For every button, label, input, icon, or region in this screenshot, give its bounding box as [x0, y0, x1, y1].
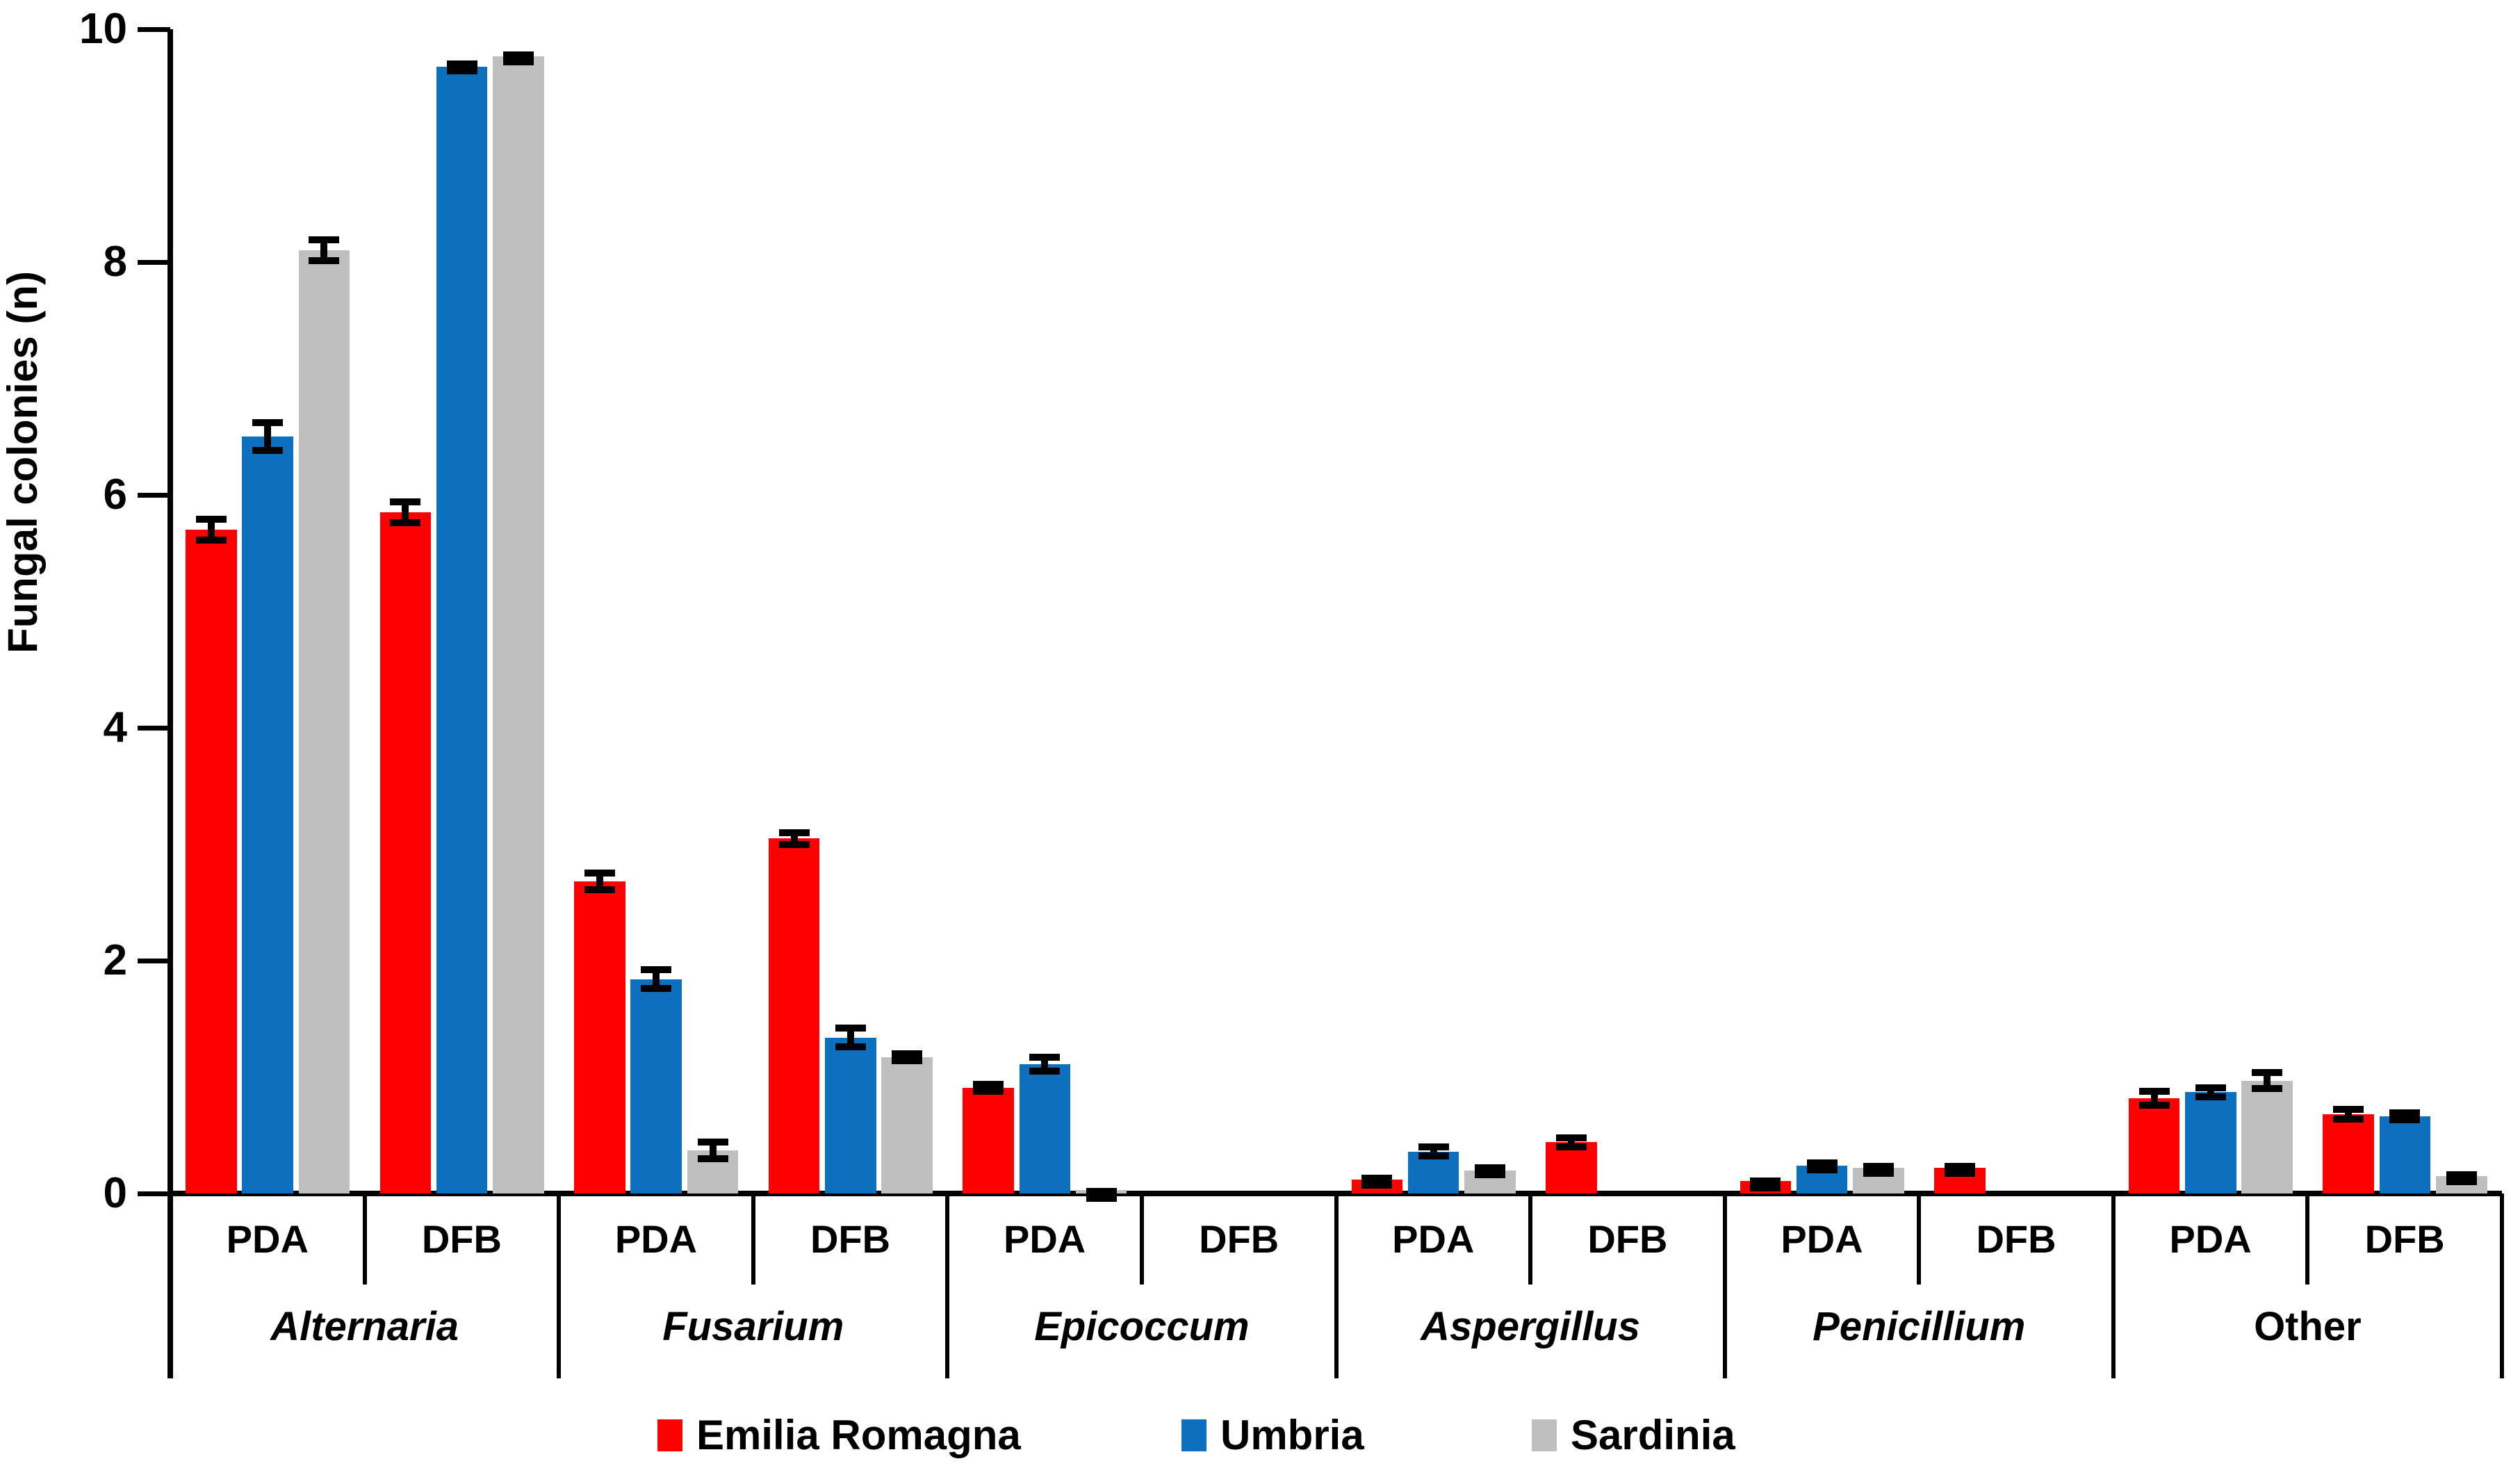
y-tick-mark: [138, 1191, 170, 1196]
error-bar: [252, 419, 284, 455]
medium-label-pda: PDA: [1004, 1217, 1086, 1261]
medium-label-pda: PDA: [1392, 1217, 1475, 1261]
bar-emilia-romagna: [963, 1087, 1014, 1193]
y-tick-mark: [138, 260, 170, 265]
genus-label-other: Other: [2254, 1304, 2362, 1349]
category-table-right-edge: [2500, 1193, 2504, 1378]
legend-label-sardinia: Sardinia: [1571, 1412, 1735, 1458]
legend-swatch-sardinia: [1532, 1419, 1557, 1451]
error-bar: [1945, 1163, 1975, 1177]
bar-sardinia: [881, 1057, 933, 1193]
bar-sardinia: [493, 56, 544, 1193]
medium-label-dfb: DFB: [2364, 1217, 2445, 1261]
error-bar: [1418, 1143, 1449, 1160]
genus-divider: [2111, 1193, 2116, 1378]
genus-divider: [1334, 1193, 1339, 1378]
y-tick-mark: [138, 726, 170, 731]
medium-label-pda: PDA: [226, 1217, 309, 1261]
error-bar: [1029, 1054, 1061, 1075]
bar-emilia-romagna: [2128, 1098, 2180, 1193]
error-bar: [2333, 1106, 2364, 1123]
genus-label-fusarium: Fusarium: [662, 1304, 844, 1349]
error-bar: [1806, 1159, 1838, 1174]
legend-swatch-umbria: [1181, 1419, 1206, 1451]
medium-label-dfb: DFB: [1587, 1217, 1668, 1261]
medium-divider: [1917, 1193, 1922, 1285]
error-bar: [309, 236, 340, 265]
genus-divider: [945, 1193, 950, 1378]
genus-label-penicillium: Penicillium: [1813, 1304, 2026, 1349]
medium-label-dfb: DFB: [1976, 1217, 2056, 1261]
y-tick-mark: [138, 27, 170, 32]
error-bar: [446, 60, 477, 75]
y-tick-label: 8: [103, 238, 127, 286]
error-bar: [2446, 1171, 2477, 1186]
bar-umbria: [825, 1037, 876, 1193]
bar-sardinia: [298, 250, 350, 1193]
y-tick-mark: [138, 493, 170, 498]
bar-umbria: [630, 979, 682, 1193]
error-bar: [778, 829, 810, 848]
genus-label-aspergillus: Aspergillus: [1421, 1304, 1640, 1349]
error-bar: [390, 498, 421, 527]
y-tick-label: 10: [79, 5, 127, 53]
error-bar: [2195, 1084, 2226, 1100]
error-bar: [1361, 1175, 1393, 1189]
medium-label-pda: PDA: [614, 1217, 698, 1261]
genus-divider: [1722, 1193, 1727, 1378]
bar-umbria: [242, 437, 293, 1193]
medium-label-dfb: DFB: [421, 1217, 502, 1261]
medium-divider: [2305, 1193, 2310, 1285]
error-bar: [1086, 1187, 1117, 1202]
bar-emilia-romagna: [768, 838, 820, 1193]
error-bar: [2138, 1087, 2170, 1109]
y-tick-label: 6: [103, 471, 127, 519]
bar-umbria: [436, 66, 488, 1193]
error-bar: [195, 516, 227, 544]
legend-swatch-emilia-romagna: [657, 1419, 682, 1451]
bar-umbria: [2185, 1092, 2236, 1193]
legend-label-emilia-romagna: Emilia Romagna: [696, 1412, 1021, 1458]
error-bar: [835, 1025, 866, 1050]
error-bar: [973, 1080, 1004, 1095]
genus-divider: [557, 1193, 562, 1378]
y-tick-mark: [138, 959, 170, 963]
bar-umbria: [1019, 1064, 1071, 1193]
bar-emilia-romagna: [186, 530, 237, 1193]
medium-label-dfb: DFB: [810, 1217, 891, 1261]
legend-label-umbria: Umbria: [1220, 1412, 1364, 1458]
error-bar: [1474, 1164, 1505, 1179]
y-tick-label: 0: [103, 1169, 127, 1217]
medium-divider: [751, 1193, 755, 1285]
genus-label-alternaria: Alternaria: [270, 1304, 459, 1349]
error-bar: [502, 51, 534, 65]
medium-label-pda: PDA: [1781, 1217, 1863, 1261]
medium-label-dfb: DFB: [1199, 1217, 1279, 1261]
y-tick-label: 2: [103, 936, 127, 984]
error-bar: [641, 966, 672, 993]
error-bar: [1750, 1177, 1781, 1191]
bar-umbria: [2379, 1116, 2431, 1193]
y-axis-line: [167, 29, 173, 1378]
error-bar: [2252, 1068, 2283, 1093]
genus-label-epicoccum: Epicoccum: [1034, 1304, 1250, 1349]
y-axis-title: Fungal colonies (n): [0, 271, 46, 653]
medium-divider: [362, 1193, 367, 1285]
bar-emilia-romagna: [379, 512, 432, 1193]
error-bar: [697, 1139, 728, 1162]
error-bar: [892, 1050, 923, 1065]
error-bar: [1555, 1134, 1587, 1150]
medium-label-pda: PDA: [2169, 1217, 2252, 1261]
error-bar: [2389, 1109, 2421, 1124]
bar-emilia-romagna: [1546, 1142, 1597, 1193]
y-tick-label: 4: [103, 703, 127, 751]
bar-emilia-romagna: [574, 881, 625, 1193]
bar-emilia-romagna: [2323, 1114, 2374, 1193]
medium-divider: [1528, 1193, 1533, 1285]
medium-divider: [1139, 1193, 1144, 1285]
error-bar: [584, 870, 615, 893]
error-bar: [1863, 1163, 1895, 1177]
bar-sardinia: [2241, 1080, 2293, 1193]
